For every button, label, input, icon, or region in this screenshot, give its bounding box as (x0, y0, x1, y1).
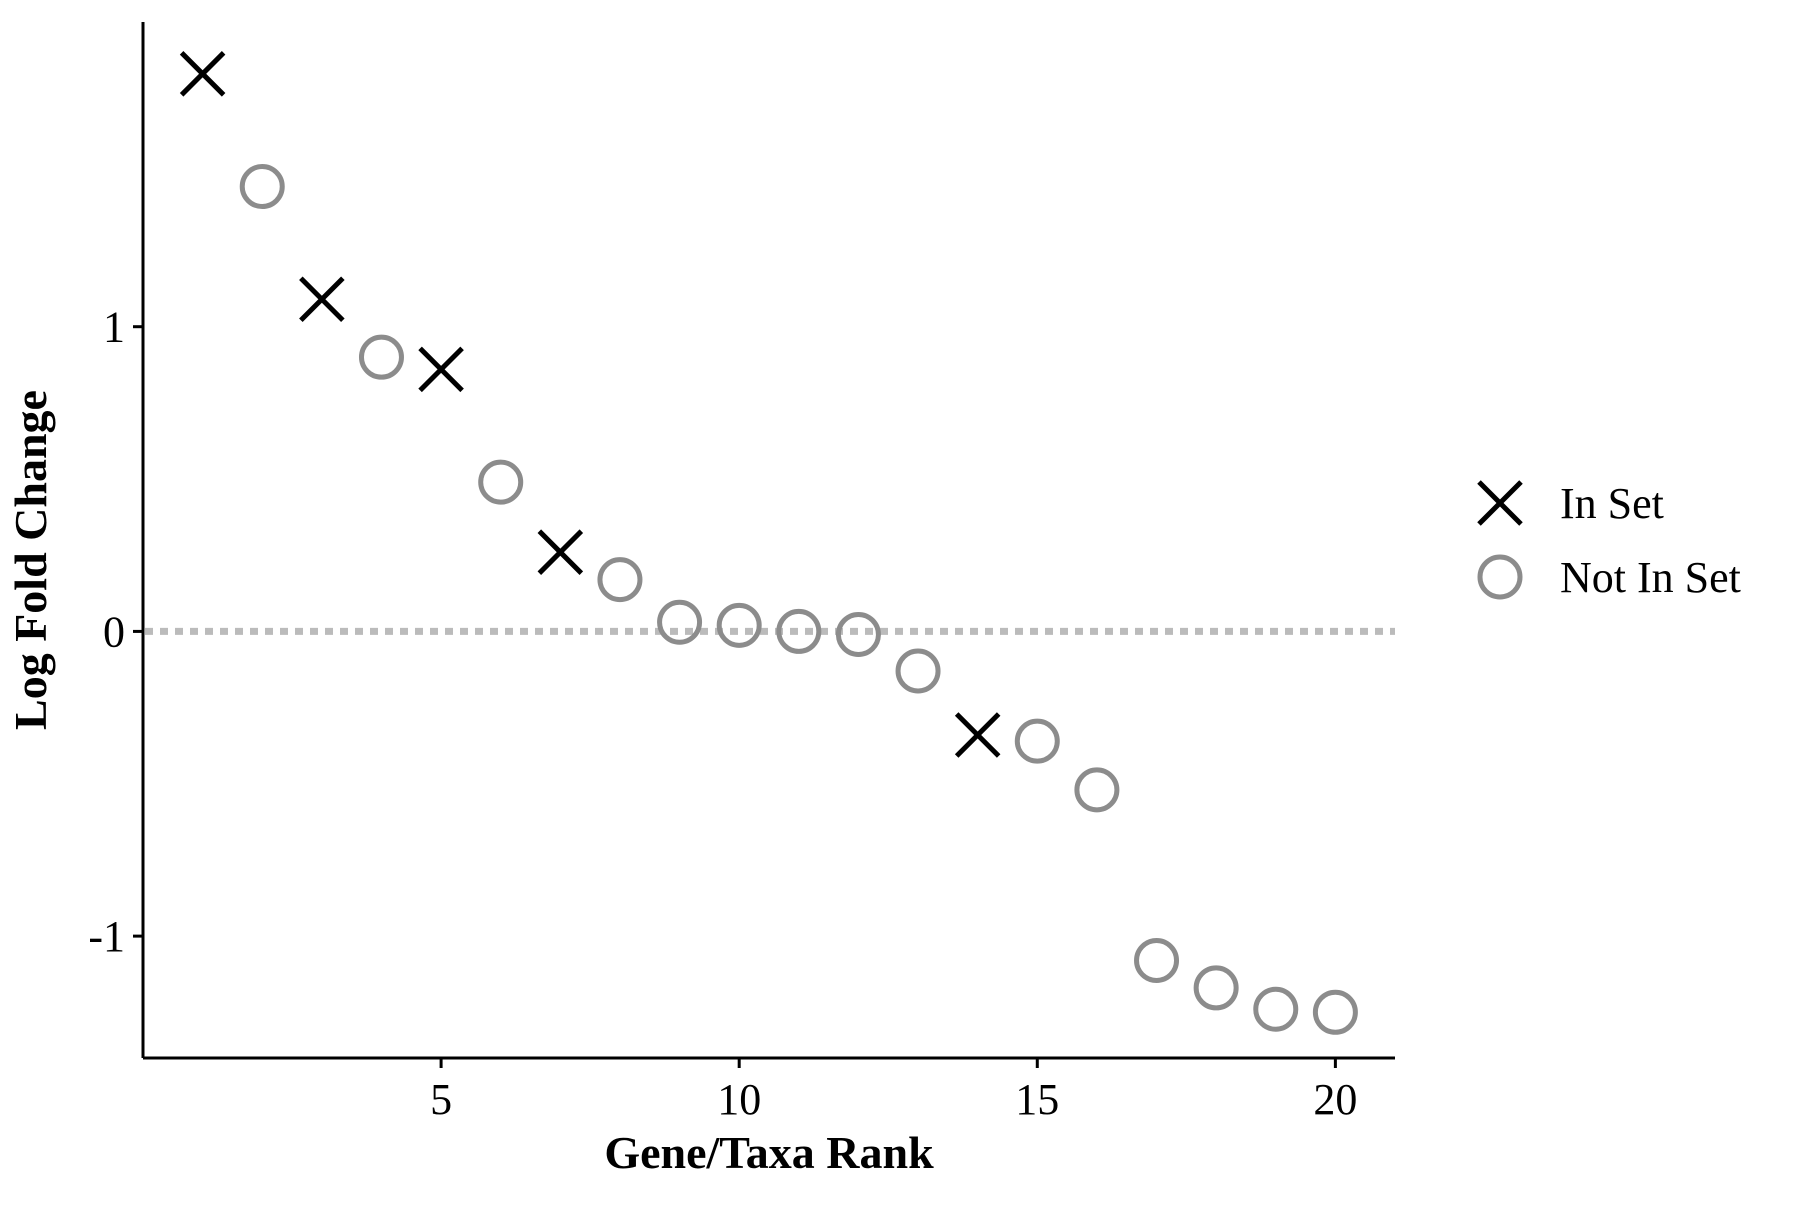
x-tick-label: 15 (1015, 1075, 1059, 1124)
legend-label-in-set: In Set (1560, 479, 1664, 528)
point-not-in-set (776, 608, 822, 654)
x-axis-title: Gene/Taxa Rank (604, 1127, 934, 1178)
legend-label-not-in-set: Not In Set (1560, 553, 1741, 602)
y-tick-label: -1 (88, 912, 125, 961)
point-in-set (179, 51, 226, 97)
x-tick-label: 5 (430, 1075, 452, 1124)
point-not-in-set (1134, 937, 1180, 983)
axes-layer (141, 22, 1395, 1060)
x-tick-label: 20 (1313, 1075, 1357, 1124)
point-in-set (537, 529, 584, 575)
point-not-in-set (1253, 986, 1299, 1032)
point-not-in-set (239, 164, 285, 210)
point-not-in-set (478, 459, 524, 505)
point-not-in-set (597, 557, 643, 603)
point-not-in-set (895, 648, 941, 694)
point-not-in-set (1312, 989, 1358, 1035)
y-tick-label: 1 (103, 303, 125, 352)
x-tick-label: 10 (717, 1075, 761, 1124)
points-layer (179, 51, 1358, 1035)
point-in-set (418, 346, 464, 393)
point-not-in-set (358, 334, 404, 380)
point-not-in-set (716, 602, 762, 648)
legend-marker-not-in-set (1477, 554, 1523, 600)
legend-marker-in-set (1477, 480, 1523, 526)
point-not-in-set (1014, 718, 1060, 764)
point-not-in-set (835, 611, 881, 657)
point-not-in-set (1074, 767, 1120, 813)
legend: In Set Not In Set (1477, 479, 1741, 602)
point-in-set (299, 276, 345, 323)
point-in-set (954, 712, 1001, 758)
y-axis-title: Log Fold Change (5, 390, 56, 730)
point-not-in-set (1193, 965, 1239, 1011)
y-tick-label: 0 (103, 607, 125, 656)
ticks-layer: 5 10 15 20 -1 0 1 (88, 303, 1357, 1124)
point-not-in-set (657, 599, 703, 645)
